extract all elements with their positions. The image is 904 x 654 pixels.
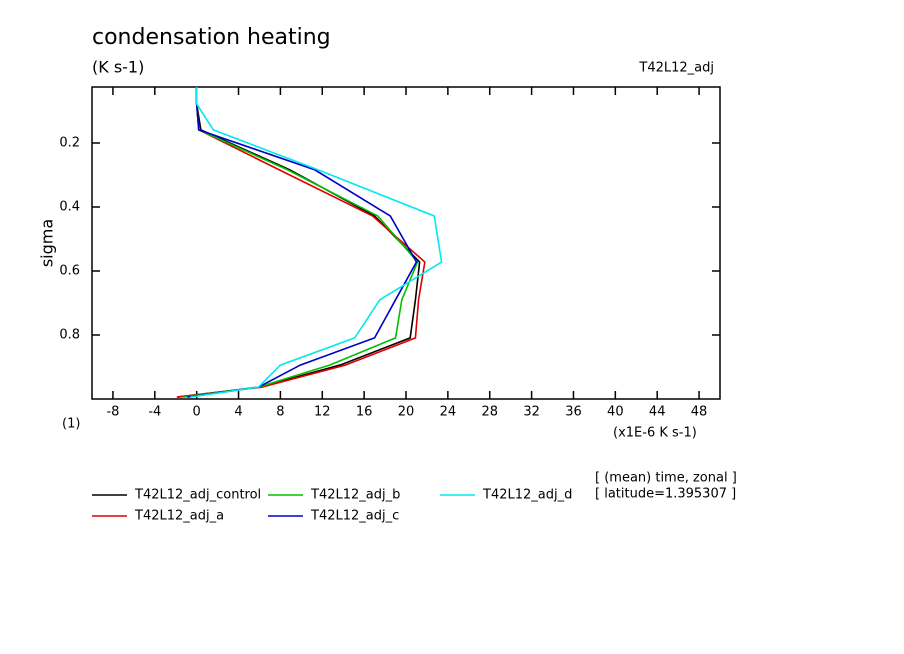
y-tick-label: 0.4: [59, 200, 80, 215]
x-tick-label: 8: [276, 405, 284, 420]
x-tick-label: 16: [356, 405, 373, 420]
corner-label: (1): [62, 417, 80, 432]
x-tick-label: 24: [440, 405, 457, 420]
x-tick-label: 12: [314, 405, 331, 420]
y-axis-label: sigma: [38, 219, 57, 267]
legend-label: T42L12_adj_c: [310, 509, 399, 524]
chart-subtitle: (K s-1): [92, 58, 144, 77]
series-line: [176, 87, 426, 398]
legend-label: T42L12_adj_b: [310, 488, 400, 503]
legend-label: T42L12_adj_d: [482, 488, 572, 503]
x-tick-label: 40: [607, 405, 624, 420]
y-tick-label: 0.2: [59, 136, 80, 151]
x-tick-label: 44: [649, 405, 666, 420]
legend-label: T42L12_adj_a: [134, 509, 224, 524]
x-tick-label: 20: [398, 405, 415, 420]
x-tick-label: -8: [106, 405, 119, 420]
x-axis-label: (x1E-6 K s-1): [613, 426, 697, 441]
x-tick-label: 32: [523, 405, 540, 420]
series-line: [190, 87, 443, 398]
x-tick-label: 48: [691, 405, 708, 420]
y-tick-label: 0.6: [59, 264, 80, 279]
annotation: [ (mean) time, zonal ]: [595, 471, 737, 486]
chart-title: condensation heating: [92, 25, 331, 50]
y-tick-label: 0.8: [59, 328, 80, 343]
x-tick-label: 28: [481, 405, 498, 420]
x-tick-label: 0: [193, 405, 201, 420]
x-tick-label: 36: [565, 405, 582, 420]
legend-label: T42L12_adj_control: [134, 488, 261, 503]
experiment-label: T42L12_adj: [638, 61, 714, 76]
series-line: [187, 87, 418, 398]
x-tick-label: 4: [234, 405, 242, 420]
x-tick-label: -4: [148, 405, 161, 420]
annotation: [ latitude=1.395307 ]: [595, 487, 736, 502]
series-line: [177, 87, 421, 398]
